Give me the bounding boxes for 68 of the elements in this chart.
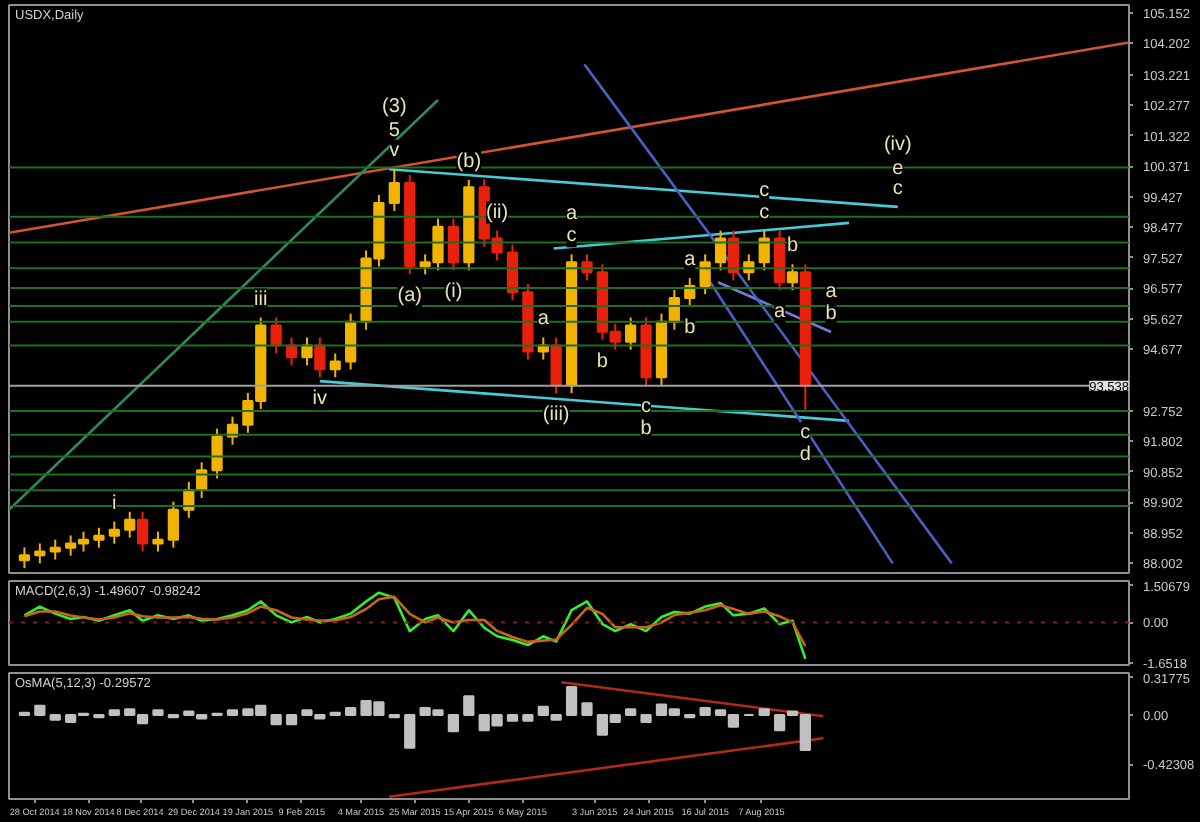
candlestick (329, 352, 341, 379)
annotation: a (537, 308, 550, 331)
bar (506, 714, 519, 722)
annotation: a (825, 281, 838, 303)
candlestick (786, 263, 799, 292)
bar (699, 707, 711, 716)
bar (108, 709, 120, 716)
bar (285, 714, 298, 726)
annotation: a (566, 203, 579, 226)
annotation: 5 (388, 119, 401, 142)
candlestick (136, 510, 149, 553)
candlestick (314, 336, 326, 379)
candlestick (388, 167, 400, 213)
bar (226, 709, 239, 716)
annotation: (iv) (883, 133, 912, 156)
candlestick (211, 427, 223, 480)
candlestick (34, 542, 46, 565)
annotation: v (389, 139, 400, 162)
bar (463, 695, 475, 716)
candlestick (18, 546, 31, 570)
candlestick (699, 253, 711, 296)
annotation: c (566, 225, 577, 248)
bar (49, 714, 61, 721)
bar (345, 707, 357, 716)
bar (625, 708, 637, 716)
annotation: (b) (456, 150, 482, 173)
annotation: (ii) (485, 201, 509, 224)
bar (270, 714, 282, 726)
annotation: b (825, 303, 838, 325)
annotation: c (641, 396, 652, 419)
line-series (23, 595, 807, 648)
annotation: b (640, 418, 653, 441)
annotation: iv (312, 388, 328, 411)
annotation: b (786, 235, 799, 258)
candlestick (447, 217, 460, 272)
bar (640, 714, 652, 723)
candlestick (625, 316, 637, 351)
candlestick (93, 526, 105, 549)
annotation: (3) (382, 95, 407, 118)
annotation: c (759, 201, 770, 224)
annotation: c (800, 421, 811, 444)
candlestick (124, 510, 136, 539)
annotation: (a) (397, 285, 422, 308)
annotation: e (892, 157, 905, 180)
candlestick (301, 336, 313, 367)
bar (152, 709, 164, 716)
candlestick (550, 336, 562, 395)
bar (565, 686, 578, 716)
annotation: c (892, 177, 903, 200)
bar (758, 708, 770, 716)
bar (581, 702, 593, 716)
annotation: b (684, 317, 697, 340)
bar (404, 714, 416, 749)
annotation: a (774, 301, 787, 324)
bar (447, 714, 460, 733)
annotation: (i) (444, 281, 463, 304)
annotation: (iii) (542, 404, 570, 427)
candlestick (167, 500, 180, 549)
annotation: i (112, 492, 117, 515)
annotation: b (596, 350, 609, 373)
bar (34, 704, 46, 716)
annotation: iii (254, 288, 268, 311)
candlestick (108, 520, 120, 545)
annotation: d (799, 443, 811, 466)
bar (522, 714, 534, 722)
annotation: a (684, 249, 697, 272)
annotation: c (759, 179, 770, 202)
candlestick (152, 530, 164, 553)
